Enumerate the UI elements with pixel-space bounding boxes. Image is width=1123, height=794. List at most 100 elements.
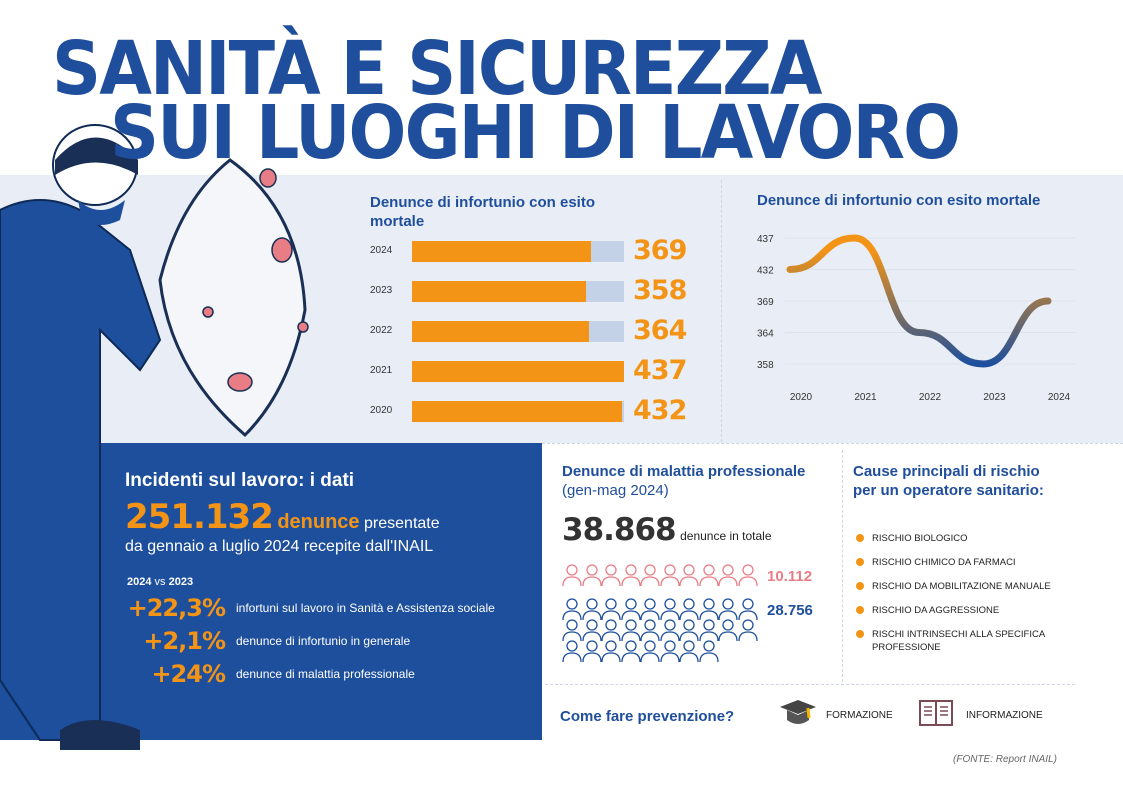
men-count: 28.756: [767, 602, 813, 619]
title-line-2: SUI LUOGHI DI LAVORO: [110, 90, 961, 176]
woman-icon: [601, 564, 621, 587]
man-icon: [698, 619, 719, 642]
woman-icon: [659, 564, 680, 587]
bar-year-label: 2024: [370, 245, 393, 256]
man-icon: [581, 598, 602, 621]
cause-item: RISCHIO CHIMICO DA FARMACI: [872, 557, 1016, 568]
cause-item: RISCHI INTRINSECHI ALLA SPECIFICA PROFES…: [872, 629, 1045, 653]
man-icon: [620, 619, 641, 642]
bar-year-label: 2023: [370, 285, 393, 296]
cause-item: RISCHIO DA MOBILITAZIONE MANUALE: [872, 581, 1051, 592]
y-tick-label: 437: [757, 234, 774, 245]
incidents-heading: Incidenti sul lavoro: i dati: [125, 470, 355, 491]
bar: [412, 281, 586, 302]
man-icon: [659, 619, 680, 642]
bullet-icon: [856, 582, 864, 590]
bar-track: [412, 241, 624, 262]
disease-heading: Denunce di malattia professionale: [562, 463, 806, 480]
line-chart-title: Denunce di infortunio con esito mortale: [757, 192, 1041, 209]
source-note: (FONTE: Report INAIL): [953, 754, 1057, 765]
man-icon: [562, 640, 582, 663]
man-icon: [737, 619, 758, 642]
incidents-total-unit: denunce: [277, 511, 360, 533]
bar-value-label: 369: [633, 235, 687, 266]
man-icon: [698, 598, 719, 621]
bar-year-label: 2022: [370, 325, 393, 336]
x-tick-label: 2021: [854, 392, 877, 403]
bar-track: [412, 401, 624, 422]
woman-icon: [640, 564, 660, 587]
stat-value: +2,1%: [143, 627, 226, 655]
stat-label: infortuni sul lavoro in Sanità e Assiste…: [236, 601, 495, 615]
disease-period: (gen-mag 2024): [562, 482, 669, 499]
stat-label: denunce di infortunio in generale: [236, 634, 411, 648]
woman-icon: [698, 564, 719, 587]
y-tick-label: 369: [757, 297, 774, 308]
x-tick-label: 2023: [983, 392, 1006, 403]
woman-icon: [679, 564, 699, 587]
divider: [545, 684, 1075, 685]
title-line-1: SANITÀ E SICUREZZA: [52, 26, 822, 112]
man-icon: [601, 598, 621, 621]
bar-track: [412, 321, 624, 342]
man-icon: [737, 598, 758, 621]
bar-track: [412, 281, 624, 302]
bullet-icon: [856, 606, 864, 614]
man-icon: [718, 619, 738, 642]
bar-year-label: 2020: [370, 405, 393, 416]
man-icon: [679, 640, 699, 663]
book-icon: [919, 700, 953, 726]
disease-total: 38.868: [562, 512, 677, 548]
x-tick-label: 2024: [1048, 392, 1071, 403]
bar-value-label: 432: [633, 395, 687, 426]
man-icon: [640, 598, 660, 621]
cause-item: RISCHIO DA AGGRESSIONE: [872, 605, 1000, 616]
bar: [412, 321, 589, 342]
incidents-subtext: da gennaio a luglio 2024 recepite dall'I…: [125, 538, 434, 555]
compare-year-b: 2023: [168, 576, 194, 588]
man-icon: [620, 598, 641, 621]
woman-icon: [718, 564, 738, 587]
man-icon: [581, 619, 602, 642]
nurse-with-shield-illustration: [0, 124, 309, 750]
man-icon: [679, 619, 699, 642]
man-icon: [718, 598, 738, 621]
woman-icon: [562, 564, 582, 587]
stat-label: denunce di malattia professionale: [236, 667, 415, 681]
incidents-total: 251.132: [125, 497, 274, 537]
woman-icon: [620, 564, 641, 587]
woman-icon: [737, 564, 758, 587]
bar-track: [412, 361, 624, 382]
compare-year-a: 2024: [127, 576, 152, 588]
man-icon: [601, 619, 621, 642]
compare-vs: vs: [154, 576, 166, 588]
bar: [412, 241, 591, 262]
man-icon: [562, 598, 582, 621]
y-tick-label: 358: [757, 360, 774, 371]
y-tick-label: 364: [757, 329, 774, 340]
disease-total-label: denunce in totale: [680, 529, 772, 543]
bar-year-label: 2021: [370, 365, 393, 376]
prevention-question: Come fare prevenzione?: [560, 708, 735, 725]
bullet-icon: [856, 630, 864, 638]
man-icon: [698, 640, 719, 663]
bar-chart-title: Denunce di infortunio con esito mortale: [370, 194, 595, 230]
man-icon: [640, 619, 660, 642]
line-chart: 437 432 369 364 358 2020 2021 2022 2023 2024: [757, 234, 1075, 403]
bar-value-label: 437: [633, 355, 687, 386]
man-icon: [679, 598, 699, 621]
x-tick-label: 2022: [919, 392, 942, 403]
bar-value-label: 358: [633, 275, 687, 306]
x-tick-label: 2020: [790, 392, 813, 403]
bar: [412, 401, 622, 422]
bar: [412, 361, 624, 382]
bullet-icon: [856, 534, 864, 542]
causes-heading: Cause principali di rischio per un opera…: [853, 463, 1044, 499]
man-icon: [581, 640, 602, 663]
stat-value: +24%: [151, 660, 226, 688]
divider: [842, 450, 843, 682]
woman-icon: [581, 564, 602, 587]
man-icon: [562, 619, 582, 642]
women-count: 10.112: [767, 568, 813, 585]
man-icon: [659, 598, 680, 621]
